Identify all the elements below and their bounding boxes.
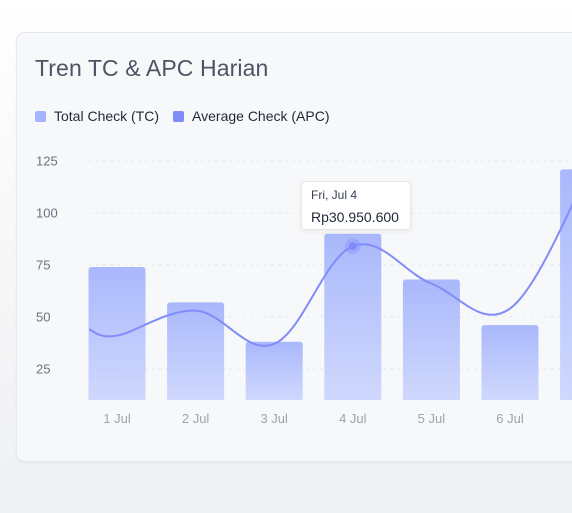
bar-tc[interactable] (88, 266, 146, 400)
legend-label-apc: Average Check (APC) (192, 108, 330, 124)
chart-title: Tren TC & APC Harian (35, 55, 269, 81)
chart-card: Tren TC & APC Harian Total Check (TC) Av… (16, 32, 572, 462)
tooltip-date: Fri, Jul 4 (311, 188, 358, 202)
x-tick-label: 6 Jul (496, 411, 524, 426)
chart-plot: 25 50 75 100 125 1 Jul 2 Jul 3 Jul 4 Jul 5 Jul 6 … (36, 154, 572, 426)
chart-legend: Total Check (TC) Average Check (APC) (35, 108, 330, 124)
bar-series-tc (88, 169, 572, 400)
bar-tc[interactable] (167, 302, 225, 400)
chart-tooltip: Fri, Jul 4 Rp30.950.600 (301, 181, 411, 230)
bar-tc[interactable] (402, 279, 460, 400)
bar-tc[interactable] (481, 325, 539, 400)
y-tick-label: 50 (36, 309, 50, 324)
legend-swatch-apc (173, 110, 185, 122)
line-apc (88, 203, 572, 347)
tooltip-value: Rp30.950.600 (311, 209, 399, 225)
x-tick-label: 1 Jul (103, 411, 131, 426)
legend-item-tc[interactable]: Total Check (TC) (35, 108, 159, 124)
bar-tc[interactable] (245, 341, 303, 400)
line-series-apc (88, 203, 572, 347)
x-tick-label: 4 Jul (339, 411, 367, 426)
y-tick-label: 125 (36, 154, 58, 169)
y-axis-ticks: 25 50 75 100 125 (36, 154, 58, 377)
y-tick-label: 75 (36, 257, 50, 272)
legend-item-apc[interactable]: Average Check (APC) (173, 108, 330, 124)
legend-swatch-tc (35, 110, 46, 122)
x-tick-label: 2 Jul (182, 411, 210, 426)
x-tick-label: 5 Jul (418, 411, 446, 426)
line-point-active[interactable] (348, 242, 357, 251)
y-tick-label: 25 (36, 361, 50, 376)
y-tick-label: 100 (36, 205, 58, 220)
bar-tc[interactable] (560, 169, 572, 400)
x-tick-label: 3 Jul (260, 411, 288, 426)
legend-label-tc: Total Check (TC) (54, 108, 160, 124)
bar-tc[interactable] (324, 233, 382, 400)
